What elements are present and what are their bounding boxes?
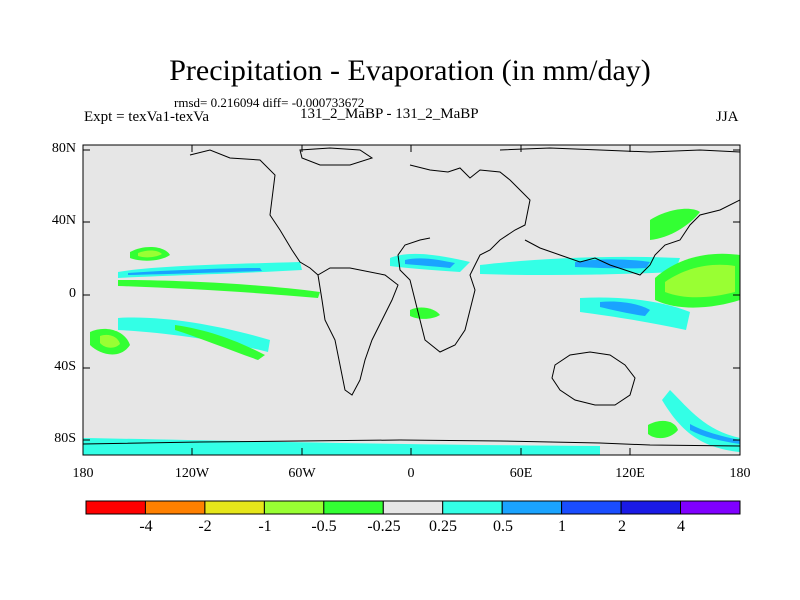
colorbar-swatch bbox=[680, 500, 741, 515]
pos-band-north-pacific-core bbox=[128, 268, 262, 275]
stats-label: rmsd= 0.216094 diff= -0.000733672 bbox=[174, 95, 365, 110]
neg-band-equatorial bbox=[118, 280, 320, 298]
map-background bbox=[83, 145, 740, 455]
neg-blob-south-pacific-1-light bbox=[100, 334, 120, 348]
map-title: Precipitation - Evaporation (in mm/day) bbox=[169, 54, 651, 87]
colorbar-label: -2 bbox=[198, 518, 212, 535]
coast-north-america bbox=[189, 149, 319, 276]
coast-australia bbox=[551, 351, 636, 406]
colorbar-swatch bbox=[382, 500, 444, 515]
x-tick-label: 120E bbox=[615, 466, 645, 481]
colorbar-swatch bbox=[204, 500, 265, 515]
colorbar-label: -4 bbox=[139, 518, 153, 535]
x-tick-label: 60E bbox=[509, 466, 533, 481]
colorbar-label: -0.5 bbox=[311, 518, 337, 535]
pos-blob-atlantic-core bbox=[405, 258, 455, 268]
pos-band-indian-core bbox=[575, 259, 650, 269]
x-tick-label: 180 bbox=[729, 466, 751, 481]
colorbar-label: 4 bbox=[677, 518, 685, 535]
y-tick-label: 0 bbox=[69, 286, 76, 301]
colorbar-swatch bbox=[85, 500, 146, 515]
y-tick-label: 80S bbox=[54, 431, 76, 446]
y-tick-label: 40S bbox=[54, 359, 76, 374]
axis-ticks bbox=[82, 145, 741, 455]
colorbar-swatch bbox=[263, 500, 325, 515]
x-tick-label: 120W bbox=[174, 466, 210, 481]
colorbar-swatch bbox=[442, 500, 503, 515]
colorbar-swatch bbox=[144, 500, 206, 515]
colorbar-label: 0.5 bbox=[493, 518, 513, 535]
colorbar-swatch bbox=[561, 500, 622, 515]
colorbar-label: 0.25 bbox=[429, 518, 457, 535]
neg-blob-southeast bbox=[648, 420, 678, 439]
experiment-label: Expt = texVa1-texVa bbox=[84, 109, 210, 125]
coast-antarctica bbox=[83, 439, 740, 447]
colorbar-label: 2 bbox=[618, 518, 626, 535]
coastlines bbox=[83, 147, 740, 447]
colorbar-swatch bbox=[323, 500, 384, 515]
coast-europe-africa bbox=[397, 164, 531, 353]
neg-band-south-pacific bbox=[175, 325, 265, 360]
coast-asia bbox=[499, 147, 740, 276]
y-tick-label: 80N bbox=[51, 141, 76, 156]
neg-blob-north-pacific-light bbox=[138, 250, 162, 258]
x-tick-label: 180 bbox=[72, 466, 94, 481]
colorbar-label: -1 bbox=[258, 518, 272, 535]
colorbar-label: -0.25 bbox=[367, 518, 401, 535]
colorbar bbox=[85, 500, 741, 515]
y-tick-label: 40N bbox=[51, 213, 76, 228]
pos-band-maritime-core bbox=[600, 301, 650, 316]
coast-south-america bbox=[317, 267, 399, 396]
colorbar-label: 1 bbox=[558, 518, 566, 535]
coast-greenland bbox=[299, 147, 374, 166]
colorbar-swatch bbox=[501, 500, 563, 515]
case-label: 131_2_MaBP - 131_2_MaBP bbox=[300, 106, 479, 122]
pos-band-southeast-core bbox=[690, 424, 740, 444]
neg-blob-northwest-pacific bbox=[650, 208, 700, 240]
neg-blob-west-pacific-light bbox=[665, 264, 735, 298]
season-label: JJA bbox=[716, 109, 739, 125]
x-tick-label: 60W bbox=[288, 466, 316, 481]
colorbar-swatch bbox=[620, 500, 682, 515]
x-tick-label: 0 bbox=[407, 466, 415, 481]
